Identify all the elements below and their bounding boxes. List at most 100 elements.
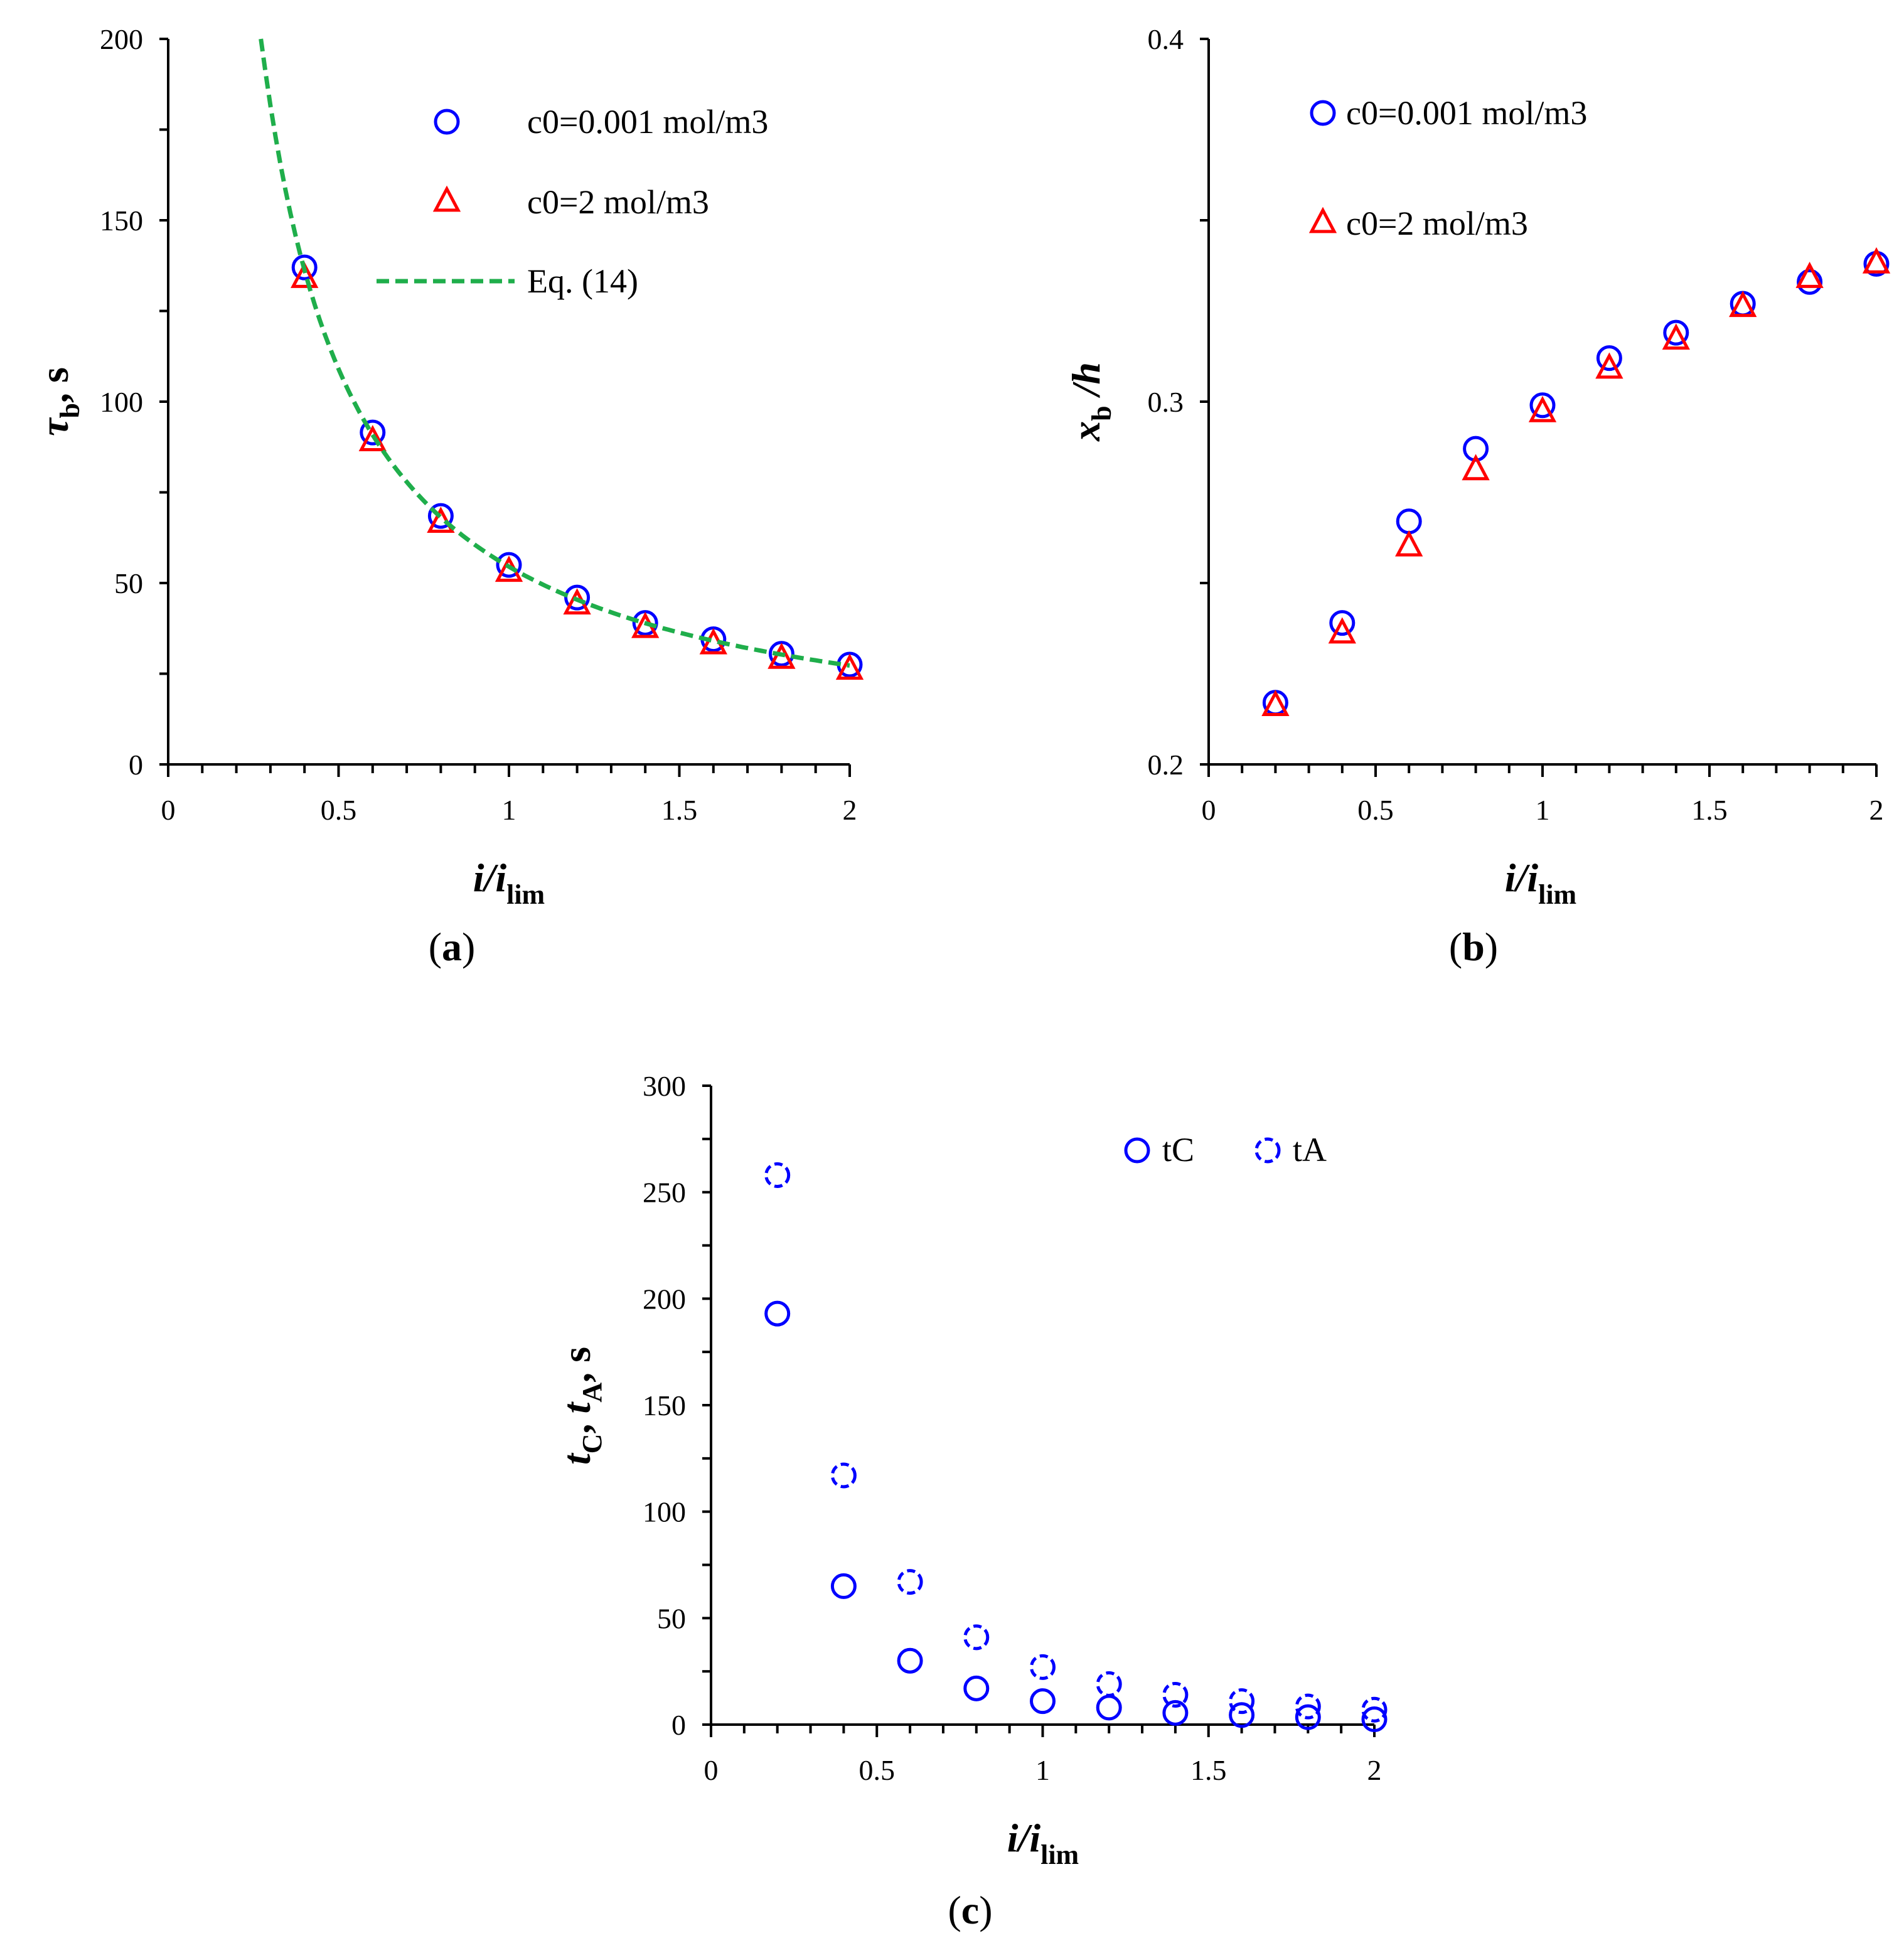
x-tick-label: 1.5 — [1691, 794, 1728, 826]
data-point — [291, 262, 319, 288]
data-point — [1862, 247, 1891, 274]
legend-marker — [1310, 100, 1336, 126]
y-tick-label: 100 — [643, 1496, 686, 1528]
x-tick-label: 0 — [704, 1754, 719, 1786]
legend-marker — [1254, 1137, 1281, 1164]
data-point — [496, 552, 522, 578]
legend-label: tA — [1293, 1131, 1327, 1169]
data-point — [360, 419, 386, 446]
panel-label: (b) — [1449, 924, 1498, 969]
y-tick-label: 200 — [100, 23, 143, 55]
y-tick-label: 0.3 — [1148, 386, 1184, 418]
legend-marker — [432, 185, 461, 212]
series-c0-2-mol-m3 — [291, 262, 864, 680]
legend-label: c0=2 mol/m3 — [527, 183, 709, 221]
y-tick-label: 200 — [643, 1283, 686, 1315]
data-point — [1595, 352, 1623, 379]
y-tick-label: 250 — [643, 1177, 686, 1209]
data-point — [1395, 530, 1423, 557]
x-axis-title-main: i/i — [1505, 855, 1539, 900]
data-point — [1797, 269, 1823, 295]
x-axis-title-sub: lim — [1538, 879, 1576, 910]
y-axis-title-sub: A — [577, 1383, 607, 1403]
panel-label-letter: c — [961, 1888, 979, 1932]
y-tick-label: 50 — [657, 1602, 686, 1634]
panel-label-letter: a — [442, 924, 462, 969]
data-point — [1729, 291, 1757, 318]
x-tick-label: 2 — [1869, 794, 1884, 826]
data-point — [963, 1624, 990, 1651]
data-point — [830, 1573, 857, 1599]
data-point — [1030, 1654, 1056, 1680]
legend-label: c0=2 mol/m3 — [1346, 205, 1528, 242]
y-axis-title-main: x — [1064, 421, 1108, 442]
y-axis-title-sub: b — [1086, 405, 1117, 420]
panel-label-letter: b — [1462, 924, 1485, 969]
x-axis-title: i/ilim — [473, 855, 545, 910]
x-tick-label: 0.5 — [859, 1754, 896, 1786]
y-axis-title: τb, s — [32, 367, 85, 436]
series-ta — [764, 1162, 1388, 1723]
y-axis-title-main: τ — [32, 417, 77, 436]
legend-marker — [1124, 1137, 1150, 1164]
x-axis-title-sub: lim — [506, 879, 545, 910]
data-point — [1795, 262, 1824, 288]
data-point — [1229, 1702, 1255, 1728]
series-eq-14- — [259, 38, 850, 668]
y-axis-title-part: t — [554, 1401, 599, 1413]
x-tick-label: 0 — [161, 794, 176, 826]
panel-label-paren: ( — [429, 924, 442, 969]
data-point — [1261, 690, 1290, 716]
y-axis-title: tC, tA, s — [554, 1347, 607, 1465]
data-point — [768, 641, 794, 667]
y-tick-label: 0 — [129, 749, 143, 781]
x-tick-label: 0.5 — [321, 794, 357, 826]
data-point — [1162, 1699, 1189, 1726]
x-axis-title-main: i/i — [1007, 1816, 1041, 1860]
legend-label: c0=0.001 mol/m3 — [1346, 94, 1587, 132]
data-point — [1295, 1704, 1321, 1730]
y-tick-label: 150 — [643, 1389, 686, 1421]
y-axis-title-sub: C — [577, 1433, 607, 1453]
data-point — [767, 642, 796, 669]
data-point — [1396, 508, 1422, 535]
data-point — [1361, 1706, 1388, 1733]
y-axis-title-part: t — [554, 1452, 599, 1465]
legend-label: Eq. (14) — [527, 262, 638, 300]
data-point — [1361, 1696, 1388, 1723]
panel-label: (c) — [948, 1888, 992, 1932]
x-tick-label: 0.5 — [1357, 794, 1394, 826]
data-point — [1528, 395, 1557, 422]
panel-label-paren: ) — [1485, 924, 1498, 969]
panel-label-paren: ( — [948, 1888, 961, 1932]
y-tick-label: 0.2 — [1148, 749, 1184, 781]
data-point — [1096, 1694, 1122, 1721]
legend: c0=0.001 mol/m3 c0=2 mol/m3 Eq. (14) — [377, 103, 768, 300]
data-point — [897, 1569, 923, 1595]
data-point — [764, 1300, 791, 1327]
data-point — [897, 1647, 923, 1674]
data-point — [1295, 1693, 1321, 1720]
x-axis-title-sub: lim — [1040, 1839, 1079, 1870]
series-tc — [764, 1300, 1388, 1733]
fit-line — [259, 38, 850, 668]
data-point — [358, 425, 387, 451]
series-c0-0-001-mol-m3 — [291, 254, 863, 678]
legend-label: tC — [1162, 1131, 1194, 1169]
data-point — [1096, 1671, 1122, 1698]
data-point — [1329, 610, 1356, 636]
chart-panel-b: 0 0.5 1 1.5 2 0.2 0.3 0.4 c0=0.001 mol/m3 c0=2 mo… — [1064, 23, 1891, 969]
panel-label-paren: ) — [462, 924, 475, 969]
x-tick-label: 1 — [502, 794, 516, 826]
data-point — [764, 1162, 791, 1189]
y-tick-label: 0 — [671, 1709, 686, 1741]
y-tick-label: 100 — [100, 386, 143, 418]
x-tick-label: 1 — [1035, 1754, 1050, 1786]
data-point — [1162, 1681, 1189, 1708]
legend-marker — [1308, 206, 1337, 233]
y-tick-label: 150 — [100, 205, 143, 237]
x-tick-label: 2 — [843, 794, 857, 826]
panel-label: (a) — [429, 924, 476, 969]
x-axis-title: i/ilim — [1007, 1816, 1079, 1870]
